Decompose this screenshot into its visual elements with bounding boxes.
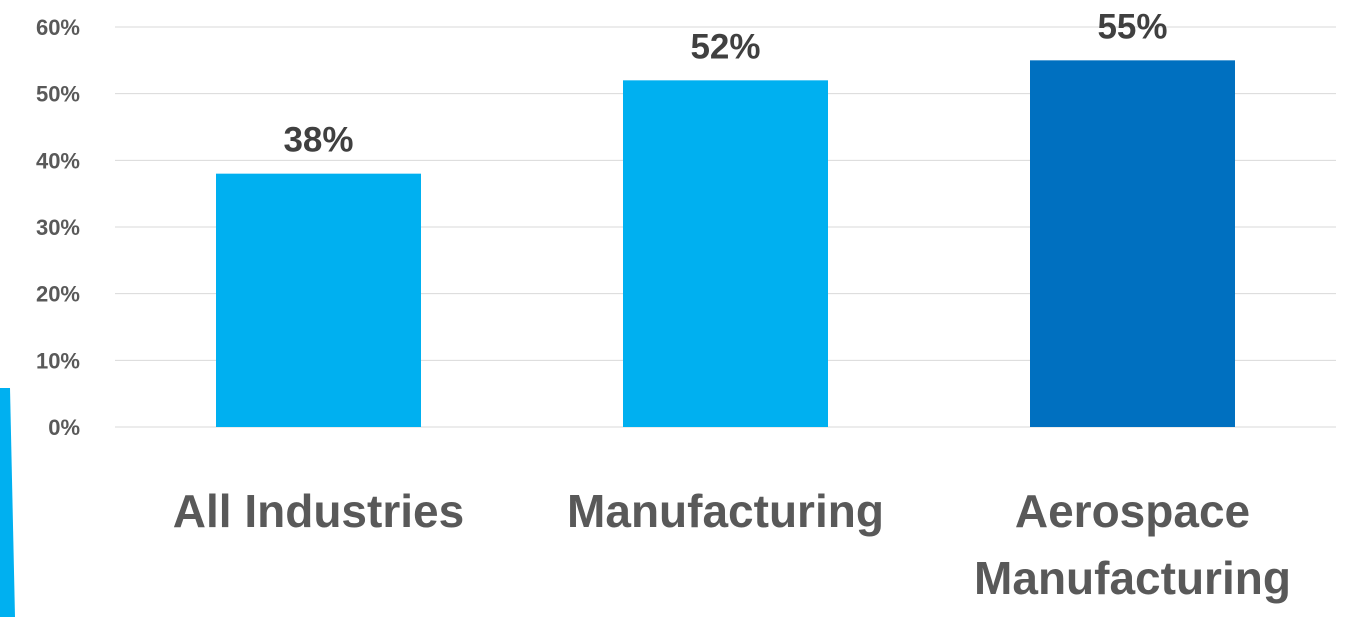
y-tick-label: 10% bbox=[36, 348, 80, 373]
y-tick-label: 0% bbox=[48, 415, 80, 440]
y-tick-label: 30% bbox=[36, 215, 80, 240]
category-label: All Industries bbox=[173, 485, 464, 537]
data-labels: 38% 52% 55% bbox=[283, 7, 1167, 159]
bar bbox=[1030, 60, 1235, 427]
bar bbox=[623, 80, 828, 427]
data-label: 52% bbox=[690, 27, 760, 66]
bar bbox=[216, 173, 421, 427]
category-label: Aerospace bbox=[1015, 485, 1250, 537]
category-labels: All Industries Manufacturing Aerospace Manu… bbox=[173, 485, 1291, 604]
bars bbox=[216, 60, 1235, 427]
decorative-accent-stripe bbox=[0, 388, 15, 617]
y-tick-label: 40% bbox=[36, 148, 80, 173]
y-axis-tick-labels: 0% 10% 20% 30% 40% 50% 60% bbox=[36, 15, 80, 440]
category-label: Manufacturing bbox=[974, 552, 1291, 604]
category-label: Manufacturing bbox=[567, 485, 884, 537]
y-tick-label: 20% bbox=[36, 282, 80, 307]
y-tick-label: 50% bbox=[36, 82, 80, 107]
data-label: 55% bbox=[1097, 7, 1167, 46]
data-label: 38% bbox=[283, 121, 353, 160]
y-tick-label: 60% bbox=[36, 15, 80, 40]
